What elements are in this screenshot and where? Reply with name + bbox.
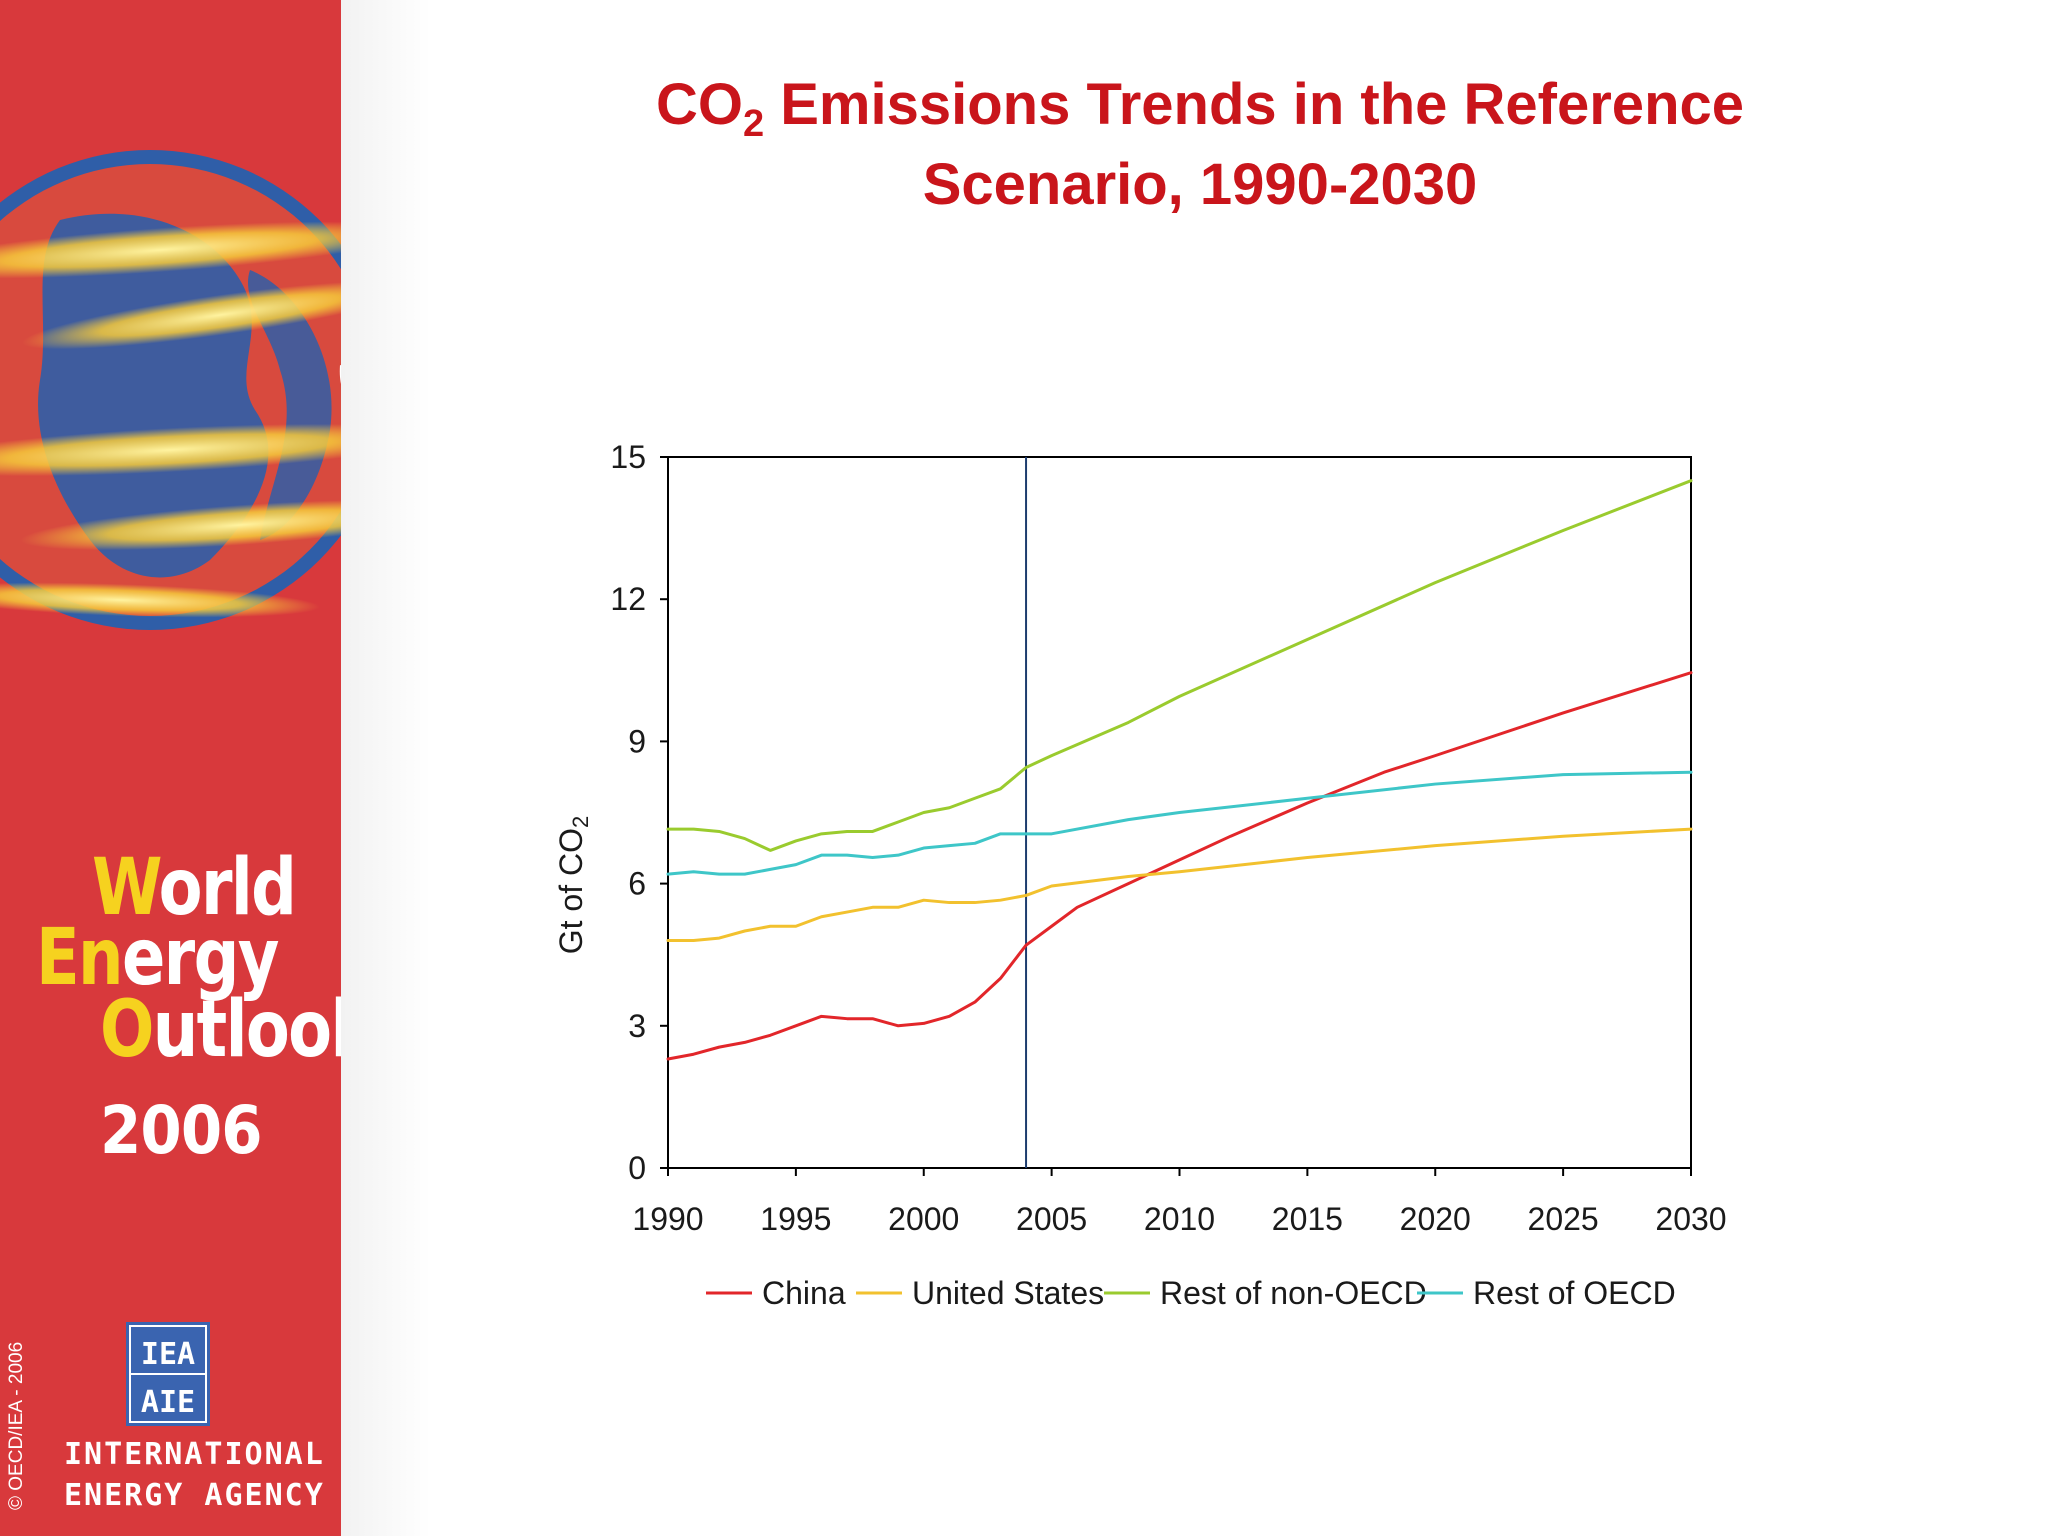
sidebar-fade (341, 0, 431, 1536)
x-tick-label: 2000 (888, 1201, 959, 1237)
brand-year: 2006 (100, 1092, 263, 1169)
brand-line-2: Energy (36, 918, 279, 998)
x-tick-label: 2025 (1528, 1201, 1599, 1237)
y-axis-title: Gt of CO2 (553, 816, 593, 955)
logo-top-text: IEA (141, 1337, 195, 1372)
series-layer (666, 479, 1693, 1061)
y-axis-labels: 0 3 6 9 12 15 (610, 439, 646, 1186)
title-subscript: 2 (742, 103, 765, 145)
x-tick-label: 2010 (1144, 1201, 1215, 1237)
brand-rest: orld (158, 843, 297, 933)
logo-bottom-text: AIE (141, 1385, 195, 1420)
org-name-line-2: ENERGY AGENCY (64, 1478, 325, 1513)
brand-line-3: Outlook (100, 990, 341, 1070)
y-tick-label: 6 (628, 866, 646, 902)
brand-cap: O (100, 985, 154, 1075)
y-tick-label: 9 (628, 723, 646, 759)
iea-logo-icon: IEA AIE (126, 1322, 210, 1426)
x-tick-label: 2030 (1655, 1201, 1726, 1237)
x-axis-labels: 1990 1995 2000 2005 2010 2015 2020 2025 2030 (632, 1201, 1726, 1237)
title-line-2: Scenario, 1990-2030 (922, 152, 1478, 217)
y-tick-label: 12 (610, 581, 646, 617)
x-tick-label: 2005 (1016, 1201, 1087, 1237)
legend-label-rest-of-oecd: Rest of OECD (1473, 1275, 1676, 1311)
series-line-rest-of-oecd (666, 770, 1693, 876)
y-tick-label: 15 (610, 439, 646, 475)
brand-cap: En (36, 913, 124, 1003)
brand-line-1: World (92, 848, 297, 928)
brand-cap: W (92, 843, 160, 933)
title-line-1: CO2 Emissions Trends in the Reference (480, 65, 1920, 145)
x-tick-label: 2020 (1400, 1201, 1471, 1237)
org-name-line-1: INTERNATIONAL (64, 1437, 325, 1472)
slide-title: CO2 Emissions Trends in the Reference Sc… (480, 65, 1920, 225)
series-line-china (666, 671, 1693, 1061)
y-axis-title-sub: 2 (568, 816, 593, 828)
y-tick-label: 3 (628, 1008, 646, 1044)
legend-label-united-states: United States (912, 1275, 1104, 1311)
legend-label-rest-of-non-oecd: Rest of non-OECD (1160, 1275, 1427, 1311)
y-tick-label: 0 (628, 1150, 646, 1186)
legend-label-china: China (762, 1275, 846, 1311)
brand-rest: utlook (152, 985, 341, 1075)
series-line-united-states (666, 827, 1693, 942)
sidebar: World Energy Outlook 2006 © OECD/IEA - 2… (0, 0, 341, 1536)
series-line-rest-of-non-oecd (666, 479, 1693, 852)
x-tick-label: 2015 (1272, 1201, 1343, 1237)
x-tick-label: 1995 (760, 1201, 831, 1237)
legend: China United States Rest of non-OECD Rest o… (706, 1275, 1676, 1311)
brand-rest: ergy (121, 913, 279, 1003)
title-text-rest: Emissions Trends in the Reference (764, 72, 1745, 137)
plot-frame (660, 456, 1692, 1176)
y-axis-title-text: Gt of CO (553, 828, 589, 954)
globe-icon (0, 150, 341, 630)
title-text-co: CO (655, 72, 743, 137)
x-tick-label: 1990 (632, 1201, 703, 1237)
